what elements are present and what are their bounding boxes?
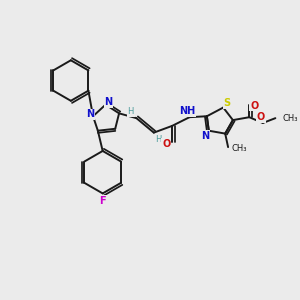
- Text: O: O: [162, 139, 170, 149]
- Text: S: S: [224, 98, 231, 108]
- Text: H: H: [155, 135, 162, 144]
- Text: N: N: [201, 130, 209, 140]
- Text: CH₃: CH₃: [232, 144, 248, 153]
- Text: H: H: [128, 107, 134, 116]
- Text: O: O: [250, 100, 258, 111]
- Text: CH₃: CH₃: [282, 114, 298, 123]
- Text: N: N: [86, 109, 94, 119]
- Text: F: F: [99, 196, 106, 206]
- Text: O: O: [257, 112, 265, 122]
- Text: NH: NH: [179, 106, 196, 116]
- Text: N: N: [104, 97, 112, 107]
